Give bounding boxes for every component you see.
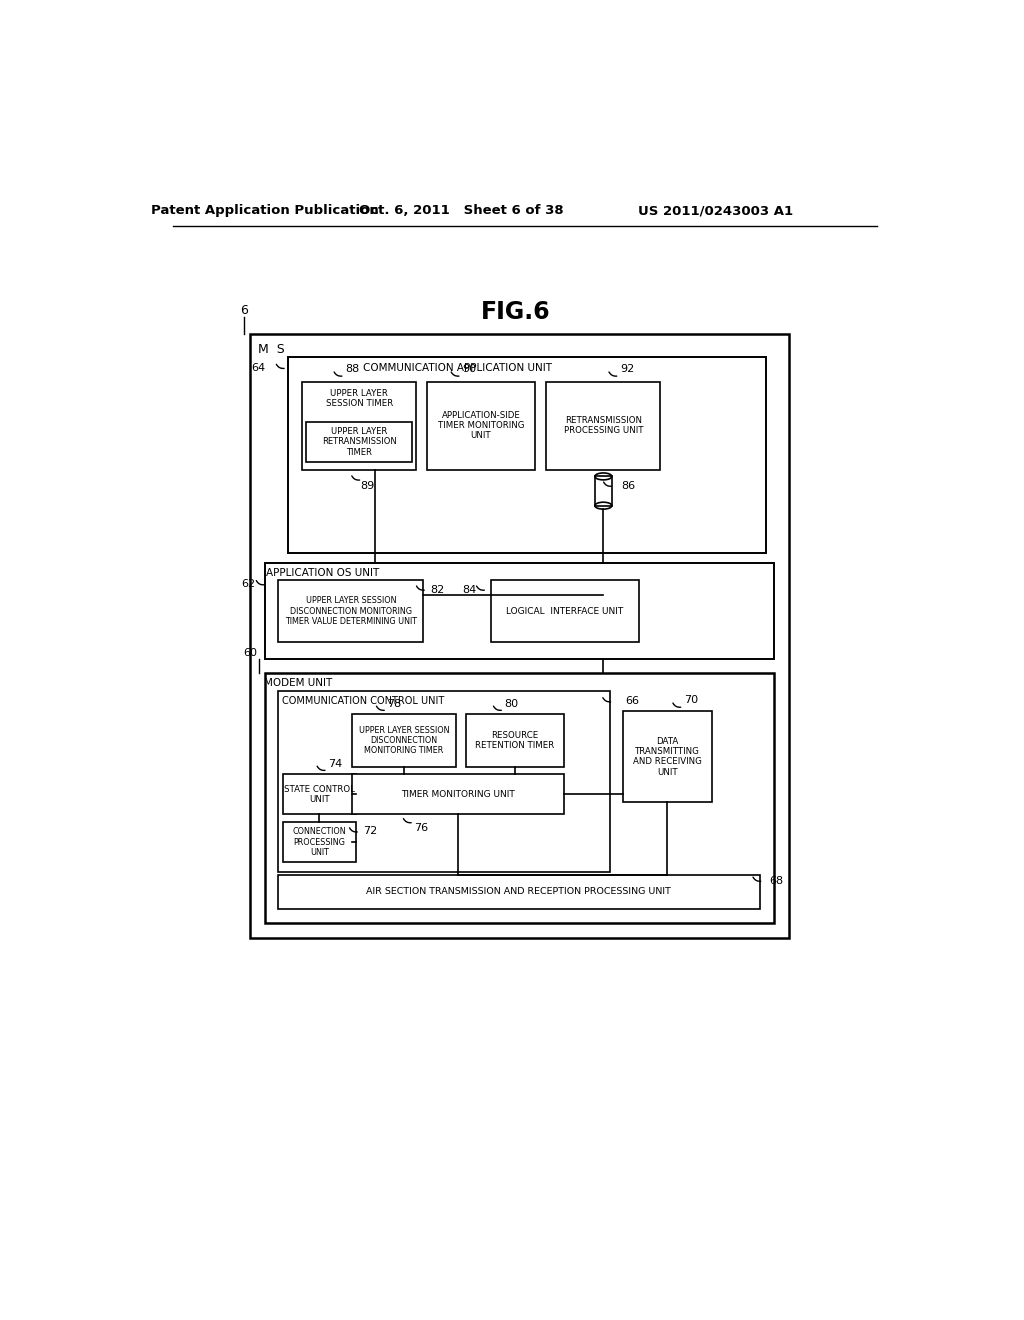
Text: M  S: M S: [258, 343, 285, 356]
Text: UPPER LAYER SESSION
DISCONNECTION
MONITORING TIMER: UPPER LAYER SESSION DISCONNECTION MONITO…: [358, 726, 450, 755]
Text: MODEM UNIT: MODEM UNIT: [264, 677, 333, 688]
Text: 92: 92: [621, 364, 634, 375]
Bar: [279, 875, 760, 909]
Bar: [466, 714, 564, 767]
Text: LOGICAL  INTERFACE UNIT: LOGICAL INTERFACE UNIT: [506, 607, 624, 615]
Text: 80: 80: [505, 698, 519, 709]
Text: 82: 82: [430, 585, 444, 594]
Text: TIMER MONITORING UNIT: TIMER MONITORING UNIT: [401, 789, 515, 799]
Text: AIR SECTION TRANSMISSION AND RECEPTION PROCESSING UNIT: AIR SECTION TRANSMISSION AND RECEPTION P…: [367, 887, 671, 896]
Bar: [352, 775, 564, 814]
Bar: [279, 692, 609, 873]
Text: 89: 89: [360, 480, 375, 491]
Bar: [265, 562, 773, 659]
Text: 6: 6: [240, 305, 248, 317]
Text: APPLICATION-SIDE
TIMER MONITORING
UNIT: APPLICATION-SIDE TIMER MONITORING UNIT: [437, 411, 524, 441]
Bar: [427, 381, 535, 470]
Text: 84: 84: [462, 585, 476, 594]
Text: US 2011/0243003 A1: US 2011/0243003 A1: [638, 205, 794, 218]
Bar: [302, 381, 416, 470]
Bar: [289, 358, 766, 553]
Bar: [547, 381, 660, 470]
Text: UPPER LAYER
RETRANSMISSION
TIMER: UPPER LAYER RETRANSMISSION TIMER: [322, 426, 396, 457]
Text: UPPER LAYER SESSION
DISCONNECTION MONITORING
TIMER VALUE DETERMINING UNIT: UPPER LAYER SESSION DISCONNECTION MONITO…: [285, 597, 417, 626]
Bar: [250, 334, 788, 939]
Text: 88: 88: [345, 364, 359, 375]
Text: 90: 90: [462, 364, 476, 375]
Text: 74: 74: [329, 759, 342, 768]
Text: COMMUNICATION APPLICATION UNIT: COMMUNICATION APPLICATION UNIT: [364, 363, 552, 372]
Bar: [624, 711, 712, 803]
Text: FIG.6: FIG.6: [480, 301, 550, 325]
Text: 64: 64: [251, 363, 265, 372]
Text: 72: 72: [362, 826, 377, 837]
Text: 78: 78: [387, 698, 401, 709]
Text: UPPER LAYER
SESSION TIMER: UPPER LAYER SESSION TIMER: [326, 389, 393, 408]
Text: RESOURCE
RETENTION TIMER: RESOURCE RETENTION TIMER: [475, 731, 554, 750]
Text: 60: 60: [243, 648, 257, 657]
Text: COMMUNICATION CONTROL UNIT: COMMUNICATION CONTROL UNIT: [282, 696, 444, 706]
Text: RETRANSMISSION
PROCESSING UNIT: RETRANSMISSION PROCESSING UNIT: [563, 416, 643, 436]
Bar: [283, 822, 356, 862]
Bar: [306, 422, 413, 462]
Text: 66: 66: [626, 696, 640, 706]
Text: 70: 70: [684, 696, 698, 705]
Text: 62: 62: [242, 579, 255, 589]
Text: STATE CONTROL
UNIT: STATE CONTROL UNIT: [284, 784, 354, 804]
Text: CONNECTION
PROCESSING
UNIT: CONNECTION PROCESSING UNIT: [293, 828, 346, 857]
Bar: [490, 581, 639, 642]
Text: Oct. 6, 2011   Sheet 6 of 38: Oct. 6, 2011 Sheet 6 of 38: [359, 205, 564, 218]
Text: 68: 68: [769, 875, 783, 886]
Text: APPLICATION OS UNIT: APPLICATION OS UNIT: [266, 568, 380, 578]
Text: Patent Application Publication: Patent Application Publication: [152, 205, 379, 218]
Text: 86: 86: [621, 480, 635, 491]
Bar: [595, 477, 611, 506]
Bar: [265, 673, 773, 923]
Text: 76: 76: [415, 824, 429, 833]
Bar: [279, 581, 423, 642]
Bar: [352, 714, 457, 767]
Text: DATA
TRANSMITTING
AND RECEIVING
UNIT: DATA TRANSMITTING AND RECEIVING UNIT: [633, 737, 701, 776]
Bar: [283, 775, 356, 814]
